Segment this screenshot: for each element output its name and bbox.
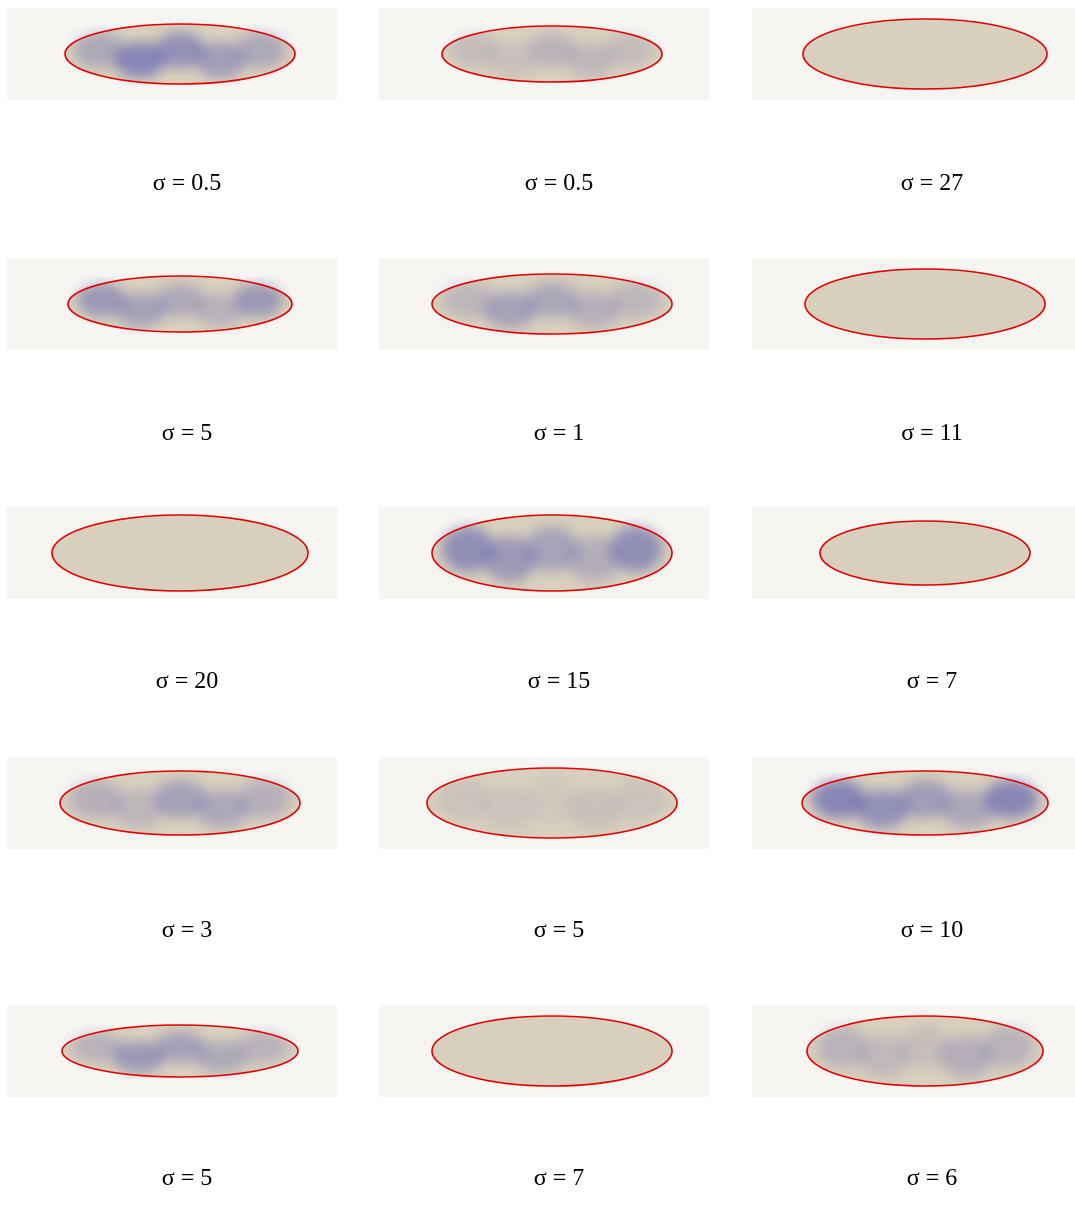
sigma-label: σ = 15 bbox=[528, 668, 590, 694]
stain bbox=[237, 1031, 289, 1062]
panel: σ = 0.5 bbox=[7, 8, 337, 196]
sigma-label: σ = 5 bbox=[162, 420, 212, 446]
panel: σ = 27 bbox=[752, 8, 1075, 196]
figure: σ = 0.5 σ = 0.5 σ = 27 σ = 5 σ = 1 σ = 11 σ = … bbox=[0, 0, 1075, 1203]
sigma-label: σ = 3 bbox=[162, 917, 212, 943]
stain bbox=[235, 32, 286, 68]
sigma-label: σ = 11 bbox=[901, 420, 963, 446]
panel: σ = 3 bbox=[7, 757, 337, 943]
panel: σ = 7 bbox=[752, 507, 1075, 694]
panel: σ = 11 bbox=[752, 258, 1075, 446]
sigma-label: σ = 0.5 bbox=[153, 170, 221, 196]
sigma-label: σ = 6 bbox=[907, 1165, 957, 1191]
sigma-label: σ = 7 bbox=[907, 668, 957, 694]
panel: σ = 5 bbox=[379, 757, 709, 943]
stain bbox=[610, 282, 663, 318]
sigma-label: σ = 27 bbox=[901, 170, 963, 196]
sigma-label: σ = 0.5 bbox=[525, 170, 593, 196]
stain bbox=[605, 33, 653, 67]
panel: σ = 5 bbox=[7, 258, 337, 446]
page: σ = 0.5 σ = 0.5 σ = 27 σ = 5 σ = 1 σ = 11 σ = … bbox=[0, 0, 1075, 1203]
sigma-label: σ = 5 bbox=[162, 1165, 212, 1191]
panel: σ = 5 bbox=[7, 1005, 337, 1191]
sigma-label: σ = 20 bbox=[156, 668, 218, 694]
sigma-label: σ = 1 bbox=[534, 420, 584, 446]
sigma-label: σ = 5 bbox=[534, 917, 584, 943]
stain bbox=[234, 283, 283, 317]
panel: σ = 15 bbox=[379, 507, 709, 694]
panel: σ = 20 bbox=[7, 507, 337, 694]
panel: σ = 7 bbox=[379, 1005, 709, 1191]
panel: σ = 6 bbox=[752, 1005, 1075, 1191]
panel: σ = 0.5 bbox=[379, 8, 709, 196]
panel: σ = 10 bbox=[752, 757, 1075, 943]
sigma-label: σ = 7 bbox=[534, 1165, 584, 1191]
panel: σ = 1 bbox=[379, 258, 709, 446]
sigma-label: σ = 10 bbox=[901, 917, 963, 943]
